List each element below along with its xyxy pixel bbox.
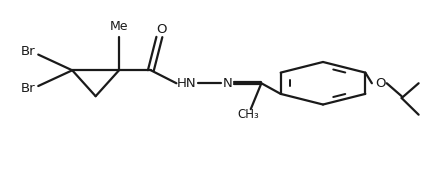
Text: Br: Br (20, 82, 35, 95)
Text: CH₃: CH₃ (238, 108, 260, 121)
Text: O: O (156, 23, 167, 36)
Text: Me: Me (110, 20, 128, 33)
Text: O: O (375, 77, 385, 90)
Text: HN: HN (177, 77, 197, 90)
Text: Br: Br (20, 45, 35, 58)
Text: N: N (223, 77, 232, 90)
